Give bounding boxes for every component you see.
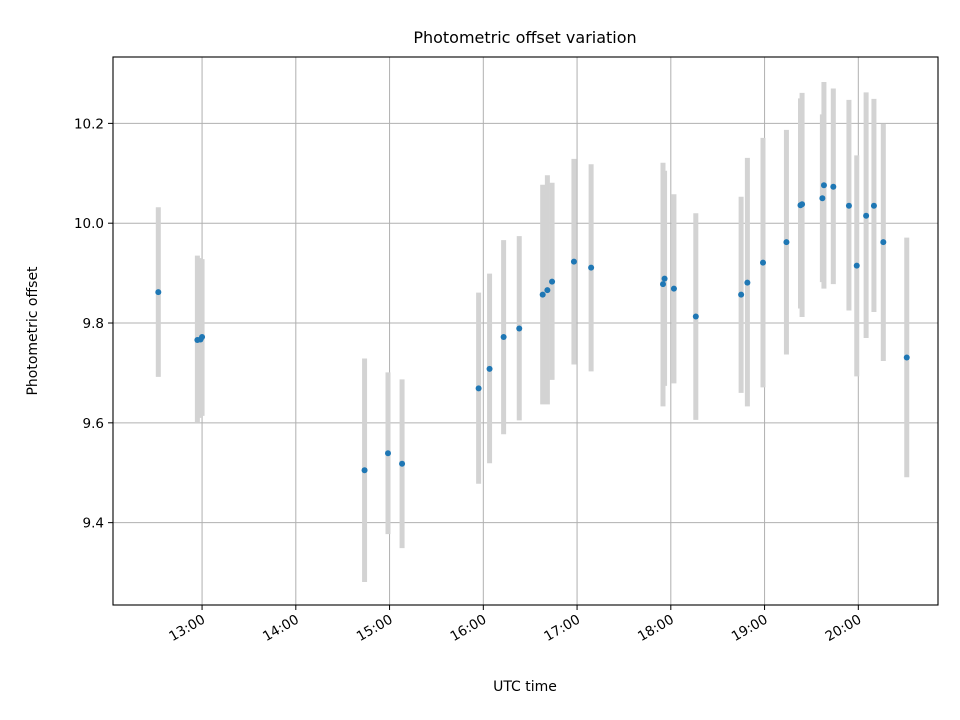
data-point: [870, 202, 877, 209]
data-point: [385, 450, 391, 457]
y-tick-label: 9.6: [83, 416, 104, 432]
data-point: [475, 385, 482, 392]
data-point: [516, 325, 523, 332]
data-point: [588, 264, 595, 271]
data-point: [670, 285, 677, 292]
data-point: [783, 239, 790, 246]
data-point: [853, 262, 860, 269]
data-point: [486, 365, 493, 372]
data-point: [660, 281, 666, 288]
data-point: [544, 287, 551, 294]
data-point: [539, 291, 546, 298]
y-tick-label: 10.0: [74, 216, 104, 232]
data-point: [549, 278, 556, 285]
y-tick-label: 9.4: [83, 516, 104, 532]
data-point: [820, 182, 827, 189]
data-points: [155, 182, 910, 474]
data-point: [692, 313, 699, 320]
data-point: [903, 354, 910, 361]
plot-frame: [112, 56, 939, 606]
data-point: [819, 195, 826, 202]
data-point: [880, 239, 887, 246]
data-point: [830, 183, 837, 190]
data-point: [399, 460, 406, 467]
y-tick-label: 9.8: [83, 316, 104, 332]
data-point: [863, 212, 870, 219]
data-point: [570, 258, 577, 265]
data-point: [845, 202, 852, 209]
chart-title: Photometric offset variation: [413, 28, 636, 47]
x-axis-label: UTC time: [493, 679, 557, 695]
data-point: [744, 279, 751, 286]
data-point: [661, 275, 668, 282]
y-axis-label: Photometric offset: [25, 266, 41, 396]
grid: [113, 57, 938, 605]
data-point: [738, 291, 745, 298]
data-point: [799, 201, 806, 208]
y-axis: 9.4 9.6 9.8 10.0 10.2: [74, 116, 113, 532]
data-point: [361, 467, 368, 474]
data-point: [199, 333, 206, 340]
y-tick-label: 10.2: [74, 116, 104, 132]
data-point: [760, 259, 766, 266]
data-point: [155, 289, 162, 296]
data-point: [500, 333, 507, 340]
